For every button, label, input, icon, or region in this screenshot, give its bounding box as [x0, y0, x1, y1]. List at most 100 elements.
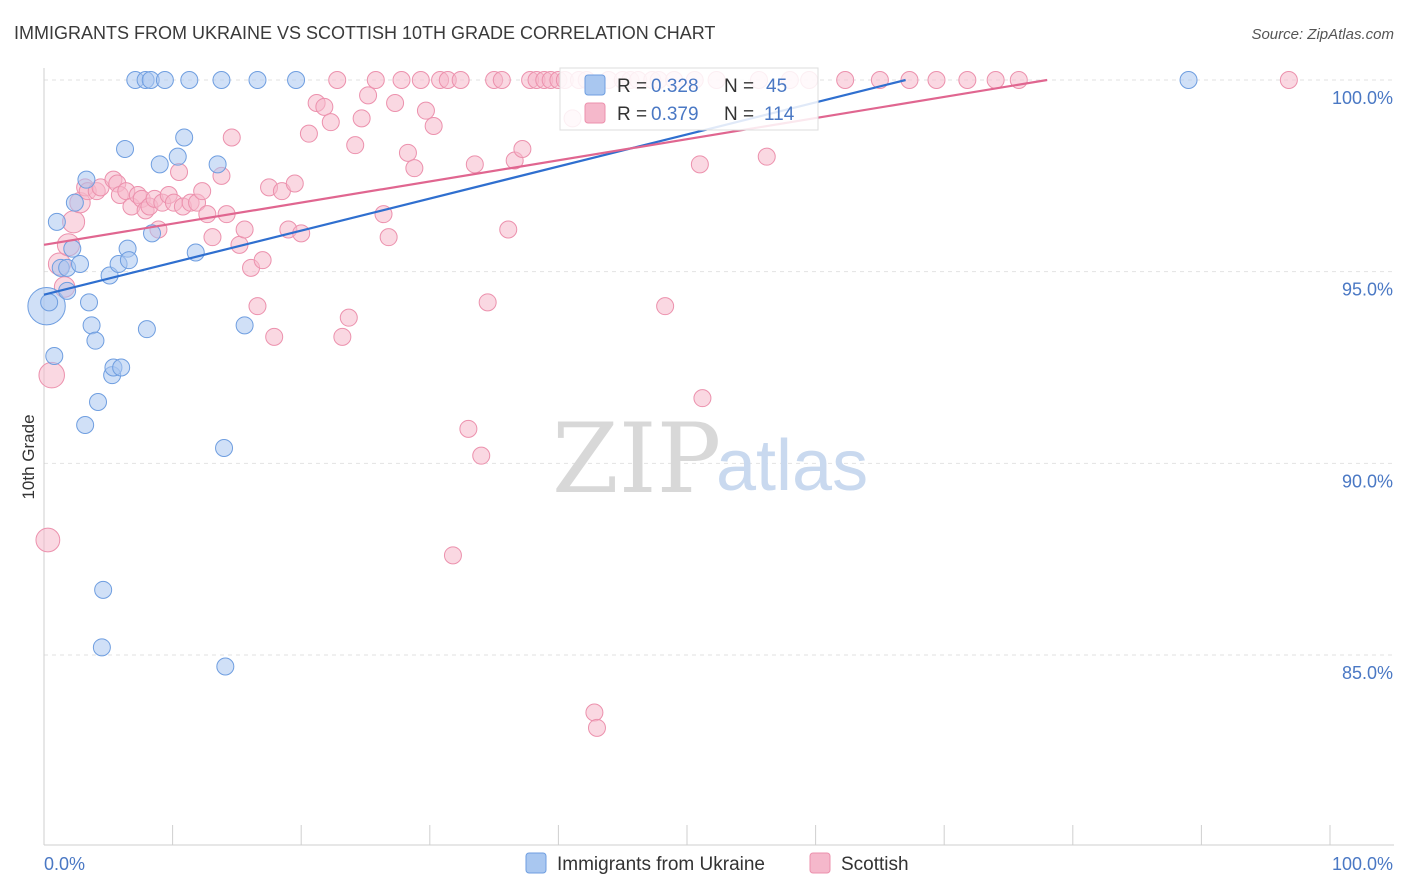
scottish-point-56: [366, 71, 385, 89]
ukraine-point-43: [1179, 71, 1198, 89]
scottish-point-71: [465, 155, 484, 174]
x-tick-label-1: 100.0%: [1332, 854, 1393, 874]
scottish-point-41: [265, 327, 284, 346]
scottish-point-65: [424, 117, 443, 135]
scottish-point-89: [587, 718, 606, 737]
ukraine-point-14: [89, 393, 108, 411]
scottish-point-99: [690, 155, 709, 174]
scottish-point-100: [693, 389, 712, 408]
x-axis-tick-labels: 0.0% 100.0%: [44, 854, 1393, 874]
scottish-point-108: [900, 71, 919, 89]
scottish-point-25: [170, 163, 189, 181]
ukraine-point-12: [82, 316, 101, 335]
y-tick-label-3: 85.0%: [1342, 663, 1393, 683]
scottish-point-111: [986, 71, 1005, 89]
scottish-point-62: [405, 159, 424, 178]
scottish-point-88: [585, 703, 604, 722]
ukraine-point-38: [215, 439, 234, 457]
x-axis-ticks: [172, 825, 1331, 845]
scottish-point-1: [35, 527, 61, 553]
scottish-point-31: [203, 228, 222, 247]
ukraine-point-21: [112, 358, 131, 377]
stats-legend-r-value-pink: 0.379: [651, 104, 699, 125]
scottish-point-63: [411, 71, 430, 89]
legend-label-ukraine: Immigrants from Ukraine: [557, 854, 765, 875]
ukraine-point-2: [47, 212, 66, 231]
ukraine-point-34: [180, 71, 199, 89]
scottish-point-29: [193, 182, 212, 201]
ukraine-point-42: [287, 71, 306, 89]
scottish-point-72: [472, 446, 491, 465]
gridlines: [44, 79, 1394, 656]
scottish-point-51: [333, 327, 352, 346]
stats-legend-box: R = 0.328 N = 45 R = 0.379 N = 114: [559, 67, 819, 131]
watermark-atlas: atlas: [716, 426, 868, 506]
watermark: ZIP atlas: [552, 403, 868, 515]
source-label: Source: ZipAtlas.com: [1251, 26, 1394, 43]
scottish-point-73: [478, 293, 497, 312]
ukraine-point-24: [119, 251, 138, 270]
scottish-point-30: [198, 205, 217, 224]
stats-legend-n-value-pink: 114: [764, 104, 795, 125]
ukraine-point-40: [235, 316, 254, 335]
ukraine-point-13: [86, 331, 105, 350]
scottish-point-106: [836, 71, 855, 89]
stats-legend-swatch-blue: [584, 74, 606, 96]
ukraine-point-36: [208, 155, 227, 174]
scottish-point-59: [386, 94, 405, 112]
y-tick-label-0: 100.0%: [1332, 88, 1393, 108]
scottish-point-45: [292, 224, 311, 243]
scottish-point-70: [459, 419, 478, 438]
ukraine-point-27: [137, 320, 156, 339]
stats-legend-n-label-pink: N =: [724, 104, 754, 125]
y-tick-label-2: 90.0%: [1342, 471, 1393, 491]
scottish-point-69: [451, 71, 470, 89]
scottish-point-53: [346, 136, 365, 155]
ukraine-point-9: [76, 416, 95, 434]
ukraine-point-6: [63, 239, 82, 258]
ukraine-point-31: [155, 71, 174, 89]
scottish-point-68: [443, 546, 462, 565]
stats-legend-n-label-blue: N =: [724, 76, 754, 97]
scottish-point-75: [492, 71, 511, 89]
scottish-point-58: [379, 228, 398, 247]
series-ukraine-points: [27, 71, 1198, 676]
scottish-point-39: [253, 251, 272, 270]
legend-swatch-ukraine: [525, 852, 547, 874]
scottish-point-34: [222, 128, 241, 147]
scottish-point-38: [248, 297, 267, 316]
stats-legend-r-label-blue: R =: [617, 76, 647, 97]
scottish-point-0: [38, 361, 65, 389]
stats-legend-r-label-pink: R =: [617, 104, 647, 125]
scottish-point-60: [392, 71, 411, 89]
stats-legend-swatch-pink: [584, 102, 606, 124]
scottish-point-52: [339, 308, 358, 327]
ukraine-point-29: [143, 224, 162, 243]
ukraine-point-33: [175, 128, 194, 147]
ukraine-point-41: [248, 71, 267, 89]
scottish-point-113: [1279, 71, 1298, 89]
ukraine-point-37: [212, 71, 231, 89]
scottish-point-110: [958, 71, 977, 89]
scottish-point-61: [398, 143, 417, 162]
ukraine-point-10: [77, 170, 96, 189]
scottish-point-54: [352, 109, 371, 128]
ukraine-point-15: [94, 580, 113, 599]
y-tick-label-1: 95.0%: [1342, 280, 1393, 300]
chart-title: IMMIGRANTS FROM UKRAINE VS SCOTTISH 10TH…: [14, 23, 715, 43]
ukraine-point-7: [65, 193, 84, 212]
watermark-zip: ZIP: [552, 403, 721, 515]
scottish-point-48: [315, 97, 334, 116]
scottish-point-49: [321, 113, 340, 132]
ukraine-point-11: [80, 293, 99, 312]
ukraine-point-30: [150, 155, 169, 174]
scottish-point-76: [499, 220, 518, 239]
scottish-point-46: [299, 124, 318, 143]
scottish-point-96: [656, 297, 675, 316]
scottish-point-55: [359, 86, 378, 105]
scottish-point-78: [513, 140, 532, 158]
legend-swatch-scottish: [809, 852, 831, 874]
y-axis-tick-labels: 100.0% 95.0% 90.0% 85.0%: [1332, 88, 1393, 683]
ukraine-point-32: [168, 147, 187, 166]
